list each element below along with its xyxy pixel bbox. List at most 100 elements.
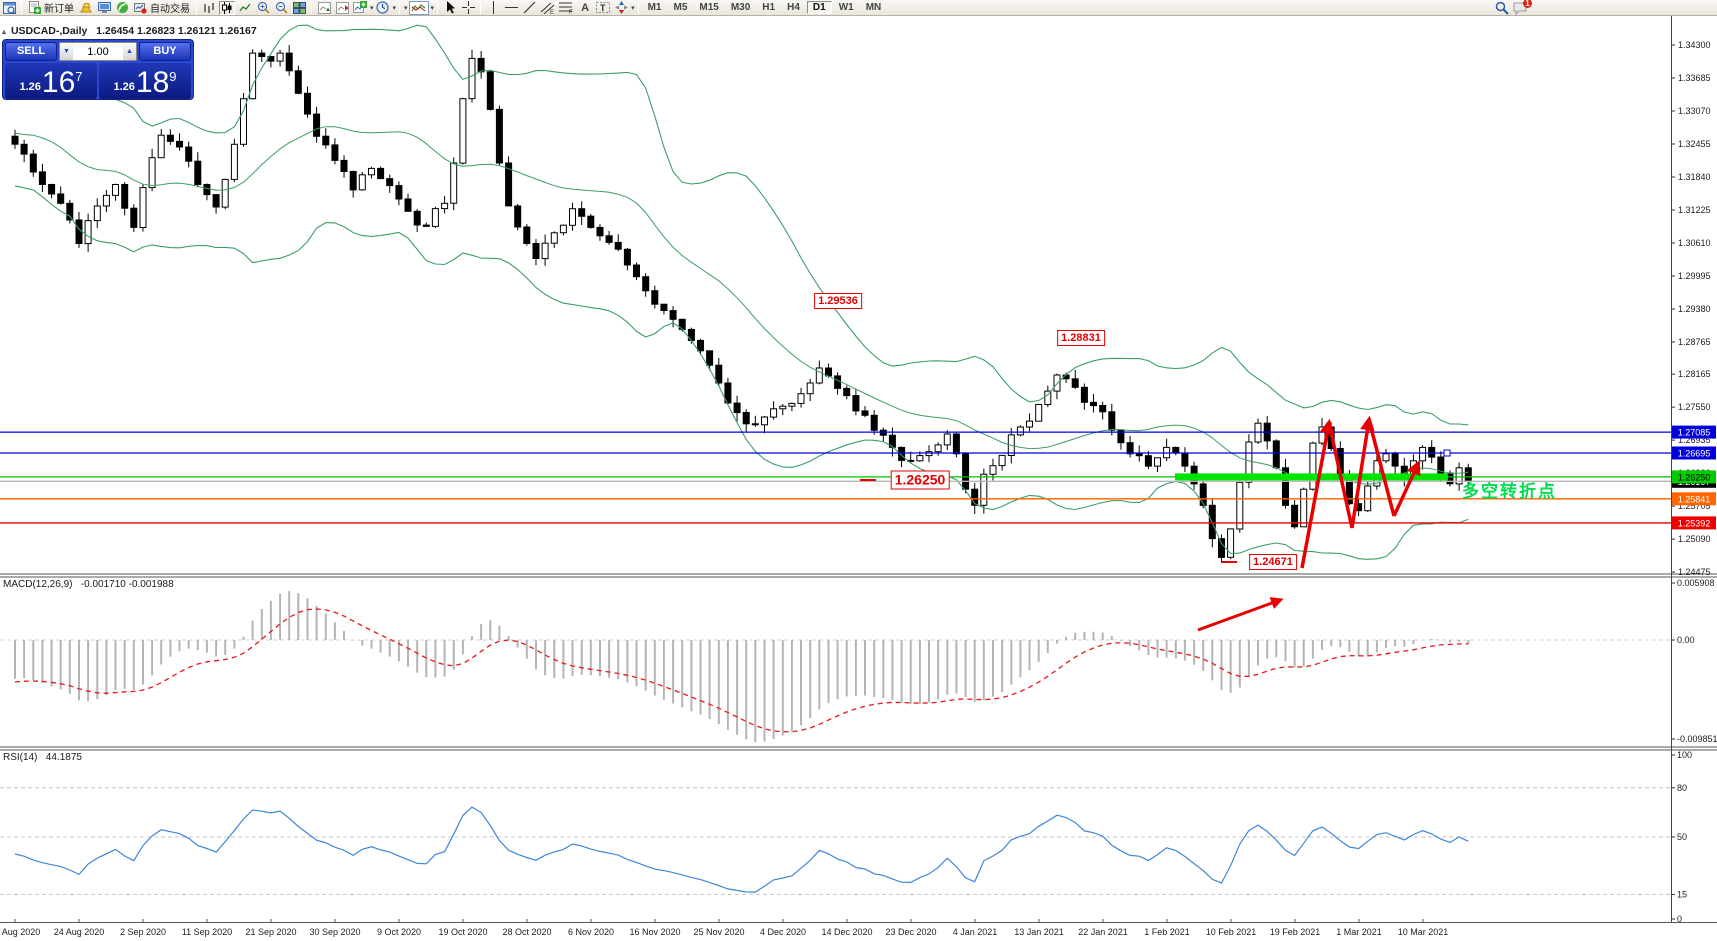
- price-tick: 1.33685: [1678, 73, 1711, 83]
- text-icon[interactable]: A: [581, 1, 590, 14]
- timeframe-H4[interactable]: H4: [787, 1, 800, 13]
- macd-annotation-arrow[interactable]: [1197, 597, 1284, 632]
- timeframe-bar: M1 M5 M15 M30 H1 H4 D1 W1 MN: [642, 0, 888, 15]
- fibonacci-icon[interactable]: F: [558, 1, 575, 15]
- date-label: 1 Feb 2021: [1144, 927, 1190, 937]
- price-label-128831[interactable]: 1.28831: [1057, 330, 1105, 346]
- price-tick: 1.31225: [1678, 205, 1711, 215]
- collapse-panel-icon[interactable]: ▴: [2, 27, 7, 36]
- price-badge-1.25841: 1.25841: [1672, 492, 1716, 506]
- price-label-129536[interactable]: 1.29536: [814, 293, 862, 309]
- trend-annotation-arrow[interactable]: [1392, 459, 1421, 517]
- volume-increase-button[interactable]: ▲: [123, 43, 136, 60]
- trend-annotation-arrow[interactable]: [1327, 422, 1354, 529]
- date-label: 22 Jan 2021: [1078, 927, 1128, 937]
- period-caret[interactable]: ▾: [392, 4, 397, 12]
- volume-decrease-button[interactable]: ▼: [60, 43, 73, 60]
- timeframe-W1[interactable]: W1: [838, 1, 854, 13]
- date-label: 9 Oct 2020: [376, 927, 422, 937]
- trend-annotation-arrow[interactable]: [1300, 418, 1335, 569]
- svg-text:1.27085: 1.27085: [1678, 428, 1711, 438]
- hline-handle[interactable]: [1443, 449, 1451, 457]
- symbol-period-label: USDCAD-,Daily: [10, 25, 88, 37]
- bollinger-middle-band: [14, 126, 1469, 485]
- price-tick: 1.32455: [1678, 139, 1711, 149]
- timeframe-M30[interactable]: M30: [730, 1, 751, 13]
- trend-annotation-arrow[interactable]: [1367, 419, 1396, 517]
- macd-axis-tick: 0.00: [1677, 635, 1695, 645]
- sell-price-pips: 16: [41, 66, 76, 99]
- autotrade-icon[interactable]: [132, 1, 148, 15]
- timeframe-D1[interactable]: D1: [806, 0, 832, 14]
- price-tick: 1.33070: [1678, 106, 1711, 116]
- pivot-annotation-text[interactable]: 多空转折点: [1462, 482, 1557, 501]
- add-chart-icon[interactable]: [352, 1, 368, 15]
- period-clock-icon[interactable]: [375, 1, 391, 15]
- one-click-trade-panel: SELL ▼ ▲ BUY 1.26 16 7 1.26 18 9: [2, 39, 194, 100]
- charts-window-icon[interactable]: [1, 1, 17, 15]
- line-chart-type-icon[interactable]: [237, 1, 253, 15]
- timeframe-MN[interactable]: MN: [865, 1, 882, 13]
- symbol-bar: ▴ USDCAD-,Daily 1.26454 1.26823 1.26121 …: [2, 25, 257, 37]
- sell-price-display[interactable]: 1.26 16 7: [5, 63, 97, 99]
- price-tick: 1.28165: [1678, 369, 1711, 379]
- price-label-126250[interactable]: 1.26250: [890, 470, 950, 490]
- price-badge-1.26250: 1.26250: [1672, 470, 1716, 484]
- chat-icon[interactable]: 1: [1512, 0, 1532, 15]
- channel-icon[interactable]: E: [539, 1, 556, 15]
- timeframe-M5[interactable]: M5: [673, 1, 688, 13]
- support-zone-bar[interactable]: [1175, 473, 1448, 481]
- candlestick-type-icon[interactable]: [219, 0, 235, 15]
- indicators-caret[interactable]: ▾: [430, 4, 435, 12]
- trendline-icon[interactable]: [521, 1, 537, 15]
- cursor-icon[interactable]: [442, 1, 458, 15]
- text-label-icon[interactable]: T: [595, 1, 611, 15]
- crosshair-icon[interactable]: [460, 1, 476, 15]
- autotrade-label[interactable]: 自动交易: [150, 4, 190, 15]
- zoom-out-icon[interactable]: [273, 1, 289, 15]
- timeframe-H1[interactable]: H1: [762, 1, 776, 13]
- terminal-icon[interactable]: [96, 1, 112, 15]
- chart-shift-icon[interactable]: [334, 1, 350, 15]
- date-label: 6 Nov 2020: [567, 927, 615, 937]
- date-label: 2 Sep 2020: [119, 927, 167, 937]
- bar-chart-type-icon[interactable]: [201, 1, 217, 15]
- bollinger-lower-band: [14, 185, 1469, 560]
- add-chart-caret[interactable]: ▾: [370, 4, 374, 12]
- arrows-caret[interactable]: ▾: [631, 4, 635, 12]
- search-icon[interactable]: [1494, 1, 1510, 15]
- indicators-icon[interactable]: [408, 0, 429, 15]
- date-label: 14 Dec 2020: [821, 927, 873, 937]
- new-order-label[interactable]: 新订单: [44, 4, 74, 15]
- svg-text:E: E: [550, 10, 554, 14]
- time-axis[interactable]: 13 Aug 2020 24 Aug 2020 2 Sep 2020 11 Sep 2…: [0, 925, 1717, 941]
- horizontal-line-icon[interactable]: [503, 1, 519, 15]
- timeframe-M1[interactable]: M1: [647, 1, 662, 13]
- templates-caret[interactable]: ▾: [404, 4, 408, 12]
- rsi-axis-tick: 50: [1677, 832, 1687, 842]
- date-label: 19 Oct 2020: [438, 927, 488, 937]
- timeframe-M15[interactable]: M15: [699, 1, 719, 13]
- signal-icon[interactable]: [114, 1, 130, 15]
- svg-text:1.25392: 1.25392: [1678, 518, 1711, 528]
- volume-input[interactable]: [73, 43, 123, 60]
- rsi-pane-label: RSI(14) 44.1875: [3, 752, 82, 763]
- buy-button[interactable]: BUY: [139, 42, 191, 61]
- new-order-icon[interactable]: [26, 1, 42, 15]
- vertical-line-icon[interactable]: [485, 1, 501, 15]
- tile-windows-icon[interactable]: [291, 1, 307, 15]
- arrows-tool-icon[interactable]: [613, 1, 629, 15]
- rsi-axis-tick: 15: [1677, 889, 1687, 899]
- sell-button[interactable]: SELL: [5, 42, 57, 61]
- zoom-in-icon[interactable]: [255, 1, 271, 15]
- gold-icon[interactable]: [78, 1, 94, 15]
- price-badge-1.26695: 1.26695: [1672, 446, 1716, 460]
- price-tick: 1.27550: [1678, 402, 1711, 412]
- buy-price-display[interactable]: 1.26 18 9: [99, 63, 191, 99]
- price-label-124671[interactable]: 1.24671: [1249, 554, 1297, 570]
- rsi-value: 44.1875: [45, 752, 82, 763]
- autoscroll-icon[interactable]: [316, 1, 332, 15]
- trend-annotation-arrow[interactable]: [1350, 415, 1375, 529]
